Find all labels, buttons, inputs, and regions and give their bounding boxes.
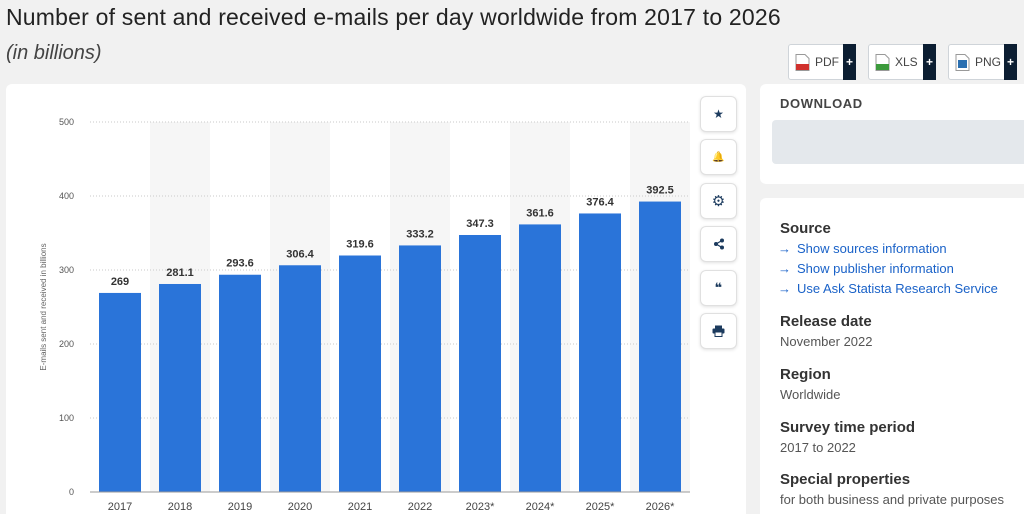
bar (459, 234, 501, 493)
bar-value-label: 376.4 (586, 196, 614, 208)
pdf-file-icon (795, 53, 810, 71)
x-tick-label: 2025* (586, 501, 615, 513)
share-icon (713, 238, 724, 250)
settings-button[interactable]: ⚙ (700, 183, 737, 219)
png-file-icon (955, 53, 970, 71)
download-bar (772, 120, 1024, 164)
y-tick-label: 100 (59, 413, 74, 423)
page-title: Number of sent and received e-mails per … (6, 4, 781, 30)
arrow-right-icon: → (778, 241, 791, 256)
info-panel: Source → Show sources information → Show p… (760, 198, 1024, 514)
bell-icon: 🔔 (712, 151, 725, 163)
y-tick-label: 0 (69, 487, 74, 497)
bar-value-label: 392.5 (646, 185, 674, 197)
bar (99, 292, 141, 492)
bar-chart: 0 100 200 300 400 500 E-mails sent and receive… (39, 117, 690, 513)
download-xls-plus-button[interactable]: + (923, 44, 936, 80)
chart-card: 0 100 200 300 400 500 E-mails sent and receive… (6, 84, 746, 514)
ask-statista-label: Use Ask Statista Research Service (797, 281, 998, 296)
quote-icon: ❝ (714, 280, 723, 295)
bar-value-label: 347.3 (466, 218, 494, 230)
y-tick-label: 400 (59, 191, 74, 201)
bar (579, 213, 621, 493)
x-tick-label: 2024* (526, 501, 555, 513)
source-heading: Source (780, 220, 831, 237)
xls-file-icon (875, 53, 890, 71)
x-tick-label: 2022 (408, 501, 432, 513)
bar (399, 245, 441, 492)
gear-icon: ⚙ (711, 193, 726, 210)
bar (519, 224, 561, 492)
cite-button[interactable]: ❝ (700, 270, 737, 306)
arrow-right-icon: → (778, 281, 791, 296)
release-date-heading: Release date (780, 313, 872, 330)
bar-value-label: 269 (111, 276, 129, 288)
x-tick-label: 2023* (466, 501, 495, 513)
download-title: DOWNLOAD (780, 96, 863, 111)
bar (219, 274, 261, 492)
show-sources-label: Show sources information (797, 241, 947, 256)
download-png-label: PNG (975, 55, 1002, 69)
special-properties-heading: Special properties (780, 471, 911, 488)
x-tick-label: 2019 (228, 501, 252, 513)
bar (159, 283, 201, 492)
arrow-right-icon: → (778, 261, 791, 276)
x-tick-label: 2018 (168, 501, 192, 513)
notification-button[interactable]: 🔔 (700, 139, 737, 175)
download-xls-label: XLS (895, 55, 918, 69)
bar-value-label: 281.1 (166, 267, 194, 279)
download-pdf-plus-button[interactable]: + (843, 44, 856, 80)
y-axis-title: E-mails sent and received in billions (39, 243, 48, 370)
star-icon: ★ (713, 107, 724, 121)
bar-value-label: 293.6 (226, 258, 254, 270)
bar (639, 201, 681, 493)
show-publisher-link[interactable]: → Show publisher information (778, 261, 954, 276)
region-heading: Region (780, 366, 831, 383)
bar-value-label: 306.4 (286, 248, 314, 260)
show-publisher-label: Show publisher information (797, 261, 954, 276)
y-tick-label: 200 (59, 339, 74, 349)
ask-statista-link[interactable]: → Use Ask Statista Research Service (778, 281, 998, 296)
region-value: Worldwide (780, 387, 841, 402)
bar-value-label: 333.2 (406, 228, 434, 240)
favorite-button[interactable]: ★ (700, 96, 737, 132)
survey-period-heading: Survey time period (780, 419, 916, 436)
special-properties-value: for both business and private purposes (780, 492, 1005, 507)
release-date-value: November 2022 (780, 334, 873, 349)
share-button[interactable] (700, 226, 737, 262)
x-tick-label: 2026* (646, 501, 675, 513)
page-subtitle: (in billions) (6, 42, 102, 64)
bar-value-label: 319.6 (346, 238, 374, 250)
show-sources-link[interactable]: → Show sources information (778, 241, 947, 256)
x-tick-label: 2021 (348, 501, 372, 513)
bar (339, 255, 381, 492)
bar (279, 265, 321, 492)
y-tick-label: 500 (59, 117, 74, 127)
x-tick-label: 2020 (288, 501, 312, 513)
y-tick-label: 300 (59, 265, 74, 275)
download-png-plus-button[interactable]: + (1004, 44, 1017, 80)
download-pdf-label: PDF (815, 55, 839, 69)
download-panel: DOWNLOAD (760, 84, 1024, 184)
bar-value-label: 361.6 (526, 207, 554, 219)
print-icon (712, 325, 725, 337)
x-tick-label: 2017 (108, 501, 132, 513)
print-button[interactable] (700, 313, 737, 349)
survey-period-value: 2017 to 2022 (780, 440, 856, 455)
